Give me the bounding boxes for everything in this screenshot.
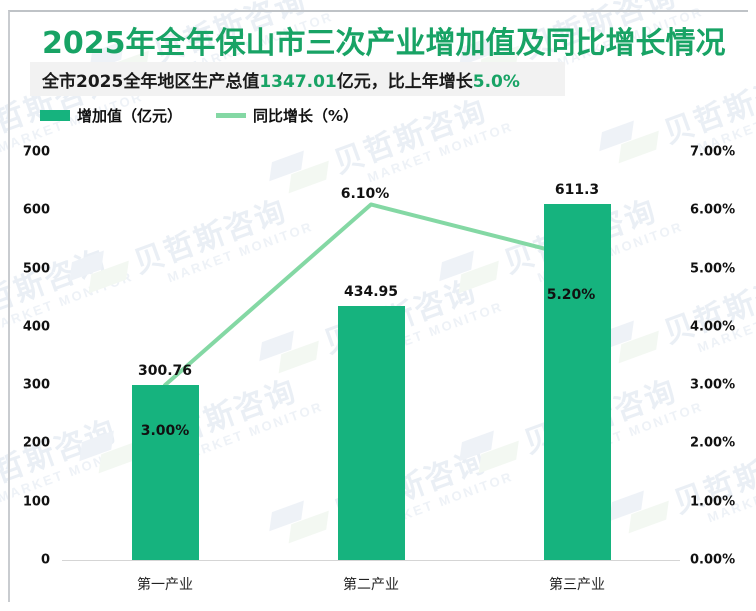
y-axis-left-tick: 600 — [22, 202, 50, 218]
legend-item-bar[interactable]: 增加值（亿元） — [40, 105, 182, 126]
bar-column[interactable] — [337, 306, 405, 560]
y-axis-left-tick: 300 — [22, 377, 50, 393]
legend-line-swatch-icon — [216, 113, 247, 118]
legend-line-label: 同比增长（%） — [253, 107, 359, 125]
x-axis-category-label: 第一产业 — [137, 577, 193, 593]
legend-item-line[interactable]: 同比增长（%） — [216, 105, 358, 126]
x-axis-category-label: 第三产业 — [549, 577, 605, 593]
subtitle-middle: 亿元，比上年增长 — [336, 71, 473, 92]
growth-value-label: 6.10% — [340, 186, 390, 203]
y-axis-left-tick: 500 — [22, 261, 50, 277]
bar-value-label: 300.76 — [137, 362, 193, 379]
subtitle-banner: 全市2025全年地区生产总值1347.01亿元，比上年增长5.0% — [30, 62, 565, 96]
legend-bar-label: 增加值（亿元） — [77, 107, 183, 125]
y-axis-right-tick: 3.00% — [690, 377, 736, 393]
y-axis-right-tick: 6.00% — [690, 202, 736, 218]
y-axis-left-tick: 400 — [22, 319, 50, 335]
growth-value-label: 5.20% — [546, 286, 596, 303]
y-axis-left-tick: 0 — [40, 552, 50, 568]
y-axis-right-tick: 1.00% — [690, 494, 736, 510]
y-axis-right-tick: 4.00% — [690, 319, 736, 335]
y-axis-left-tick: 100 — [22, 494, 50, 510]
subtitle-growth-value: 5.0% — [472, 71, 520, 92]
legend-bar-swatch-icon — [40, 110, 70, 121]
y-axis-left-tick: 700 — [22, 144, 50, 160]
y-axis-right-tick: 7.00% — [690, 144, 736, 160]
bar-column[interactable] — [543, 203, 611, 560]
chart-title: 2025年全年保山市三次产业增加值及同比增长情况 — [42, 26, 726, 61]
bar-column[interactable] — [131, 384, 199, 560]
chart-legend: 增加值（亿元） 同比增长（%） — [40, 105, 358, 126]
y-axis-right-tick: 0.00% — [690, 552, 736, 568]
subtitle-prefix: 全市2025全年地区生产总值 — [42, 71, 260, 92]
subtitle-gdp-value: 1347.01 — [259, 71, 337, 92]
growth-value-label: 3.00% — [140, 423, 190, 440]
y-axis-right-tick: 5.00% — [690, 261, 736, 277]
subtitle-text: 全市2025全年地区生产总值1347.01亿元，比上年增长5.0% — [42, 67, 520, 92]
bar-value-label: 434.95 — [343, 284, 399, 301]
y-axis-left-tick: 200 — [22, 435, 50, 451]
x-axis-category-label: 第二产业 — [343, 577, 399, 593]
bar-value-label: 611.3 — [554, 181, 600, 198]
y-axis-right-tick: 2.00% — [690, 435, 736, 451]
x-axis-baseline — [62, 560, 680, 561]
